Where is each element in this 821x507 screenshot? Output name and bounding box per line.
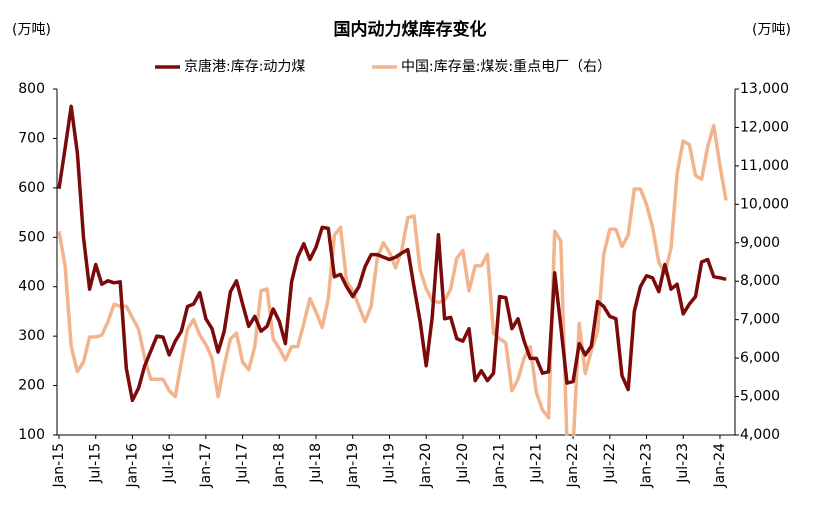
y-tick-label: 800 xyxy=(18,81,45,97)
x-tick-label: Jul-19 xyxy=(381,443,397,484)
y2-tick-label: 11,000 xyxy=(740,158,789,174)
y-tick-label: 600 xyxy=(18,180,45,196)
x-tick-label: Jul-17 xyxy=(235,443,251,484)
y2-tick-label: 4,000 xyxy=(740,427,780,443)
y-tick-label: 200 xyxy=(18,378,45,394)
x-tick-label: Jan-21 xyxy=(492,443,508,488)
y2-tick-label: 12,000 xyxy=(740,119,789,135)
chart-title: 国内动力煤库存变化 xyxy=(334,19,487,40)
series-line xyxy=(57,123,728,436)
series-line xyxy=(57,104,727,403)
y-tick-label: 500 xyxy=(18,229,45,245)
y2-tick-label: 8,000 xyxy=(740,273,780,289)
y2-tick-label: 6,000 xyxy=(740,350,780,366)
y2-tick-label: 9,000 xyxy=(740,235,780,251)
x-tick-label: Jan-18 xyxy=(271,443,287,488)
x-tick-label: Jan-16 xyxy=(124,443,140,489)
y-tick-label: 100 xyxy=(18,427,45,443)
x-tick-label: Jul-15 xyxy=(88,443,104,484)
x-tick-label: Jan-20 xyxy=(418,443,434,488)
x-tick-label: Jan-17 xyxy=(198,443,214,488)
y-axis-unit: (万吨) xyxy=(12,22,51,38)
x-tick-label: Jan-22 xyxy=(565,443,581,488)
legend-label: 京唐港:库存:动力煤 xyxy=(184,58,305,75)
y2-tick-label: 5,000 xyxy=(740,389,780,405)
x-tick-label: Jan-24 xyxy=(712,443,728,489)
y-tick-label: 400 xyxy=(18,279,45,295)
y2-tick-label: 7,000 xyxy=(740,312,780,328)
x-tick-label: Jul-16 xyxy=(161,443,177,484)
legend: 京唐港:库存:动力煤 中国:库存量:煤炭:重点电厂（右） xyxy=(155,58,611,75)
x-tick-label: Jul-22 xyxy=(602,443,618,484)
x-tick-label: Jul-21 xyxy=(528,443,544,484)
x-tick-label: Jan-23 xyxy=(639,443,655,488)
y-tick-label: 700 xyxy=(18,130,45,146)
y2-axis-unit: (万吨) xyxy=(752,22,791,38)
x-tick-label: Jul-20 xyxy=(455,443,471,484)
y2-tick-label: 13,000 xyxy=(740,81,789,97)
x-tick-label: Jul-18 xyxy=(308,443,324,484)
x-tick-label: Jan-15 xyxy=(51,443,67,488)
x-tick-label: Jan-19 xyxy=(345,443,361,488)
x-tick-label: Jul-23 xyxy=(675,443,691,484)
y2-tick-label: 10,000 xyxy=(740,196,789,212)
y-tick-label: 300 xyxy=(18,328,45,344)
legend-label: 中国:库存量:煤炭:重点电厂（右） xyxy=(401,59,611,75)
